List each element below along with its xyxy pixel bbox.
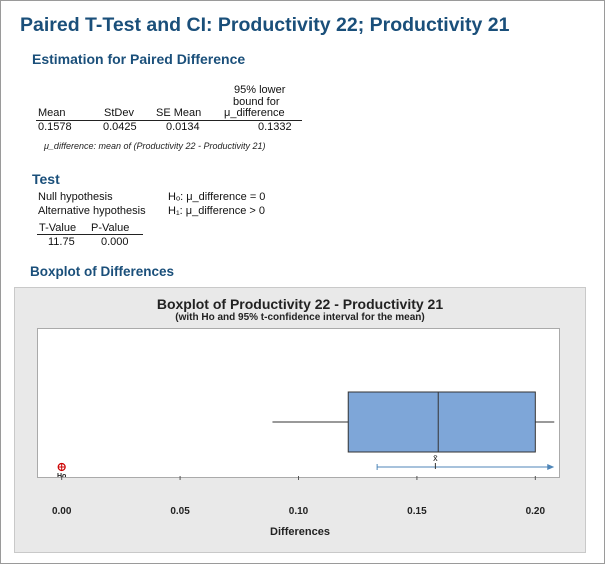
x-tick-label: 0.10 [289,506,309,517]
x-tick-label: 0.15 [407,506,427,517]
value-stdev: 0.0425 [103,121,137,133]
x-tick-label: 0.05 [170,506,190,517]
col-header-ci-line1: 95% lower [234,84,286,96]
test-heading: Test [32,171,60,187]
difference-note: μ_difference: mean of (Productivity 22 -… [44,141,266,151]
ho-marker [57,462,66,472]
col-header-semean: SE Mean [156,107,202,119]
value-mean: 0.1578 [38,121,72,133]
box-iqr [347,391,536,453]
null-hypothesis-value: Hₒ: μ_difference = 0 [168,191,266,203]
col-header-pvalue: P-Value [91,222,130,234]
x-tick-label: 0.20 [526,506,546,517]
plot-area: x̄ Ho [37,328,560,480]
x-tick-label: 0.00 [52,506,72,517]
test-table-rule [37,234,143,235]
col-header-stdev: StDev [104,107,134,119]
x-axis-label: Differences [270,526,330,538]
chart-panel: Boxplot of Productivity 22 - Productivit… [14,287,586,553]
table-rule [36,120,302,121]
col-header-mean: Mean [38,107,66,119]
x-axis: 0.00 0.05 0.10 0.15 0.20 [52,476,546,517]
ci-arrowhead [547,464,555,470]
col-header-ci-line2: bound for [233,96,280,108]
chart-subtitle: (with Ho and 95% t-confidence interval f… [175,312,425,323]
boxplot-svg: x̄ Ho [57,391,555,480]
col-header-ci-line3: μ_difference [224,107,285,119]
estimation-heading: Estimation for Paired Difference [32,51,246,67]
null-hypothesis-label: Null hypothesis [38,191,113,203]
boxplot-heading: Boxplot of Differences [30,264,175,279]
value-ci-lower: 0.1332 [258,121,292,133]
value-pvalue: 0.000 [101,236,129,248]
mean-label: x̄ [433,453,438,463]
col-header-tvalue: T-Value [39,222,77,234]
chart-title: Boxplot of Productivity 22 - Productivit… [156,296,444,312]
alt-hypothesis-label: Alternative hypothesis [38,205,146,217]
value-semean: 0.0134 [166,121,200,133]
value-tvalue: 11.75 [48,236,75,248]
page-title: Paired T-Test and CI: Productivity 22; P… [20,14,510,36]
alt-hypothesis-value: H₁: μ_difference > 0 [168,205,265,217]
